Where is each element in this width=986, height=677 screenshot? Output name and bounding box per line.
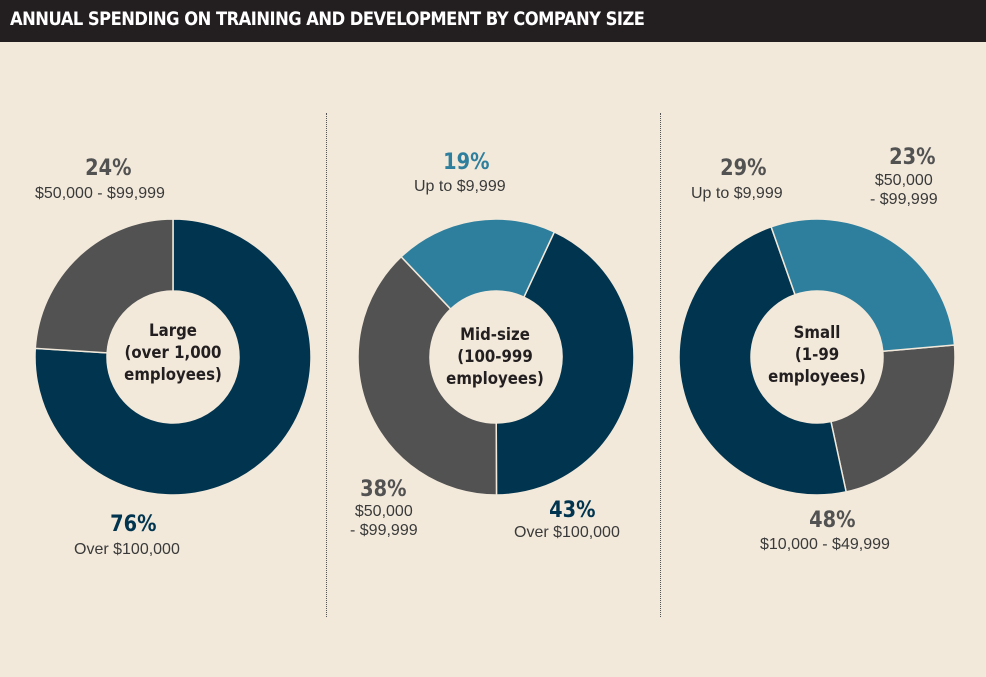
pct-small-up-to-10k: 29% — [720, 156, 767, 181]
center-label-large: Large (over 1,000 employees) — [124, 321, 222, 385]
donut-slice-1-0 — [495, 230, 635, 496]
donut-hole-0 — [107, 291, 239, 423]
pct-large-50k-99k: 24% — [85, 156, 132, 181]
label-small-50k-99k: $50,000 - $99,999 — [870, 172, 938, 208]
center-label-mid-size: Mid-size (100-999 employees) — [446, 325, 544, 389]
center-label-small: Small (1-99 employees) — [768, 323, 866, 387]
label-mid-50k-99k: $50,000 - $99,999 — [350, 503, 418, 539]
divider-1 — [326, 113, 327, 617]
label-large-50k-99k: $50,000 - $99,999 — [35, 185, 165, 202]
donut-hole-1 — [430, 291, 562, 423]
pct-small-10k-50k: 48% — [809, 508, 856, 533]
label-small-10k-50k: $10,000 - $49,999 — [760, 536, 890, 553]
pct-large-over-100k: 76% — [110, 512, 157, 537]
pct-mid-over-100k: 43% — [549, 498, 596, 523]
label-mid-over-100k: Over $100,000 — [514, 524, 620, 541]
pct-mid-50k-99k: 38% — [360, 477, 407, 502]
donut-mid-size — [357, 218, 635, 496]
chart-title: ANNUAL SPENDING ON TRAINING AND DEVELOPM… — [10, 8, 645, 30]
donut-large — [34, 218, 312, 496]
title-bar: ANNUAL SPENDING ON TRAINING AND DEVELOPM… — [0, 0, 986, 42]
donut-small — [678, 218, 956, 496]
pct-small-50k-99k: 23% — [889, 145, 936, 170]
donut-hole-2 — [751, 291, 883, 423]
label-small-up-to-10k: Up to $9,999 — [691, 185, 783, 202]
divider-2 — [660, 113, 661, 617]
pct-mid-up-to-10k: 19% — [443, 150, 490, 175]
label-large-over-100k: Over $100,000 — [74, 541, 180, 558]
label-mid-up-to-10k: Up to $9,999 — [414, 178, 506, 195]
